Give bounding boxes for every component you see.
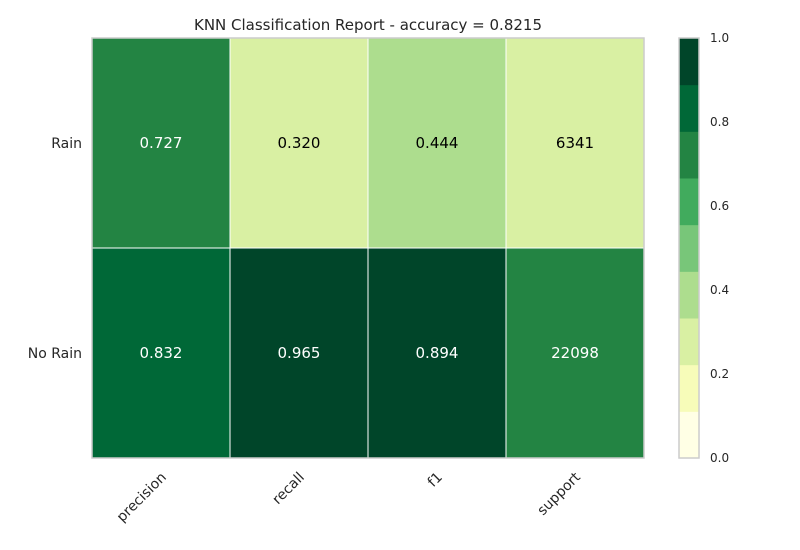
cell-value-label: 0.727	[140, 134, 183, 152]
colorbar-tick-label: 1.0	[710, 31, 729, 45]
heatmap-cell-1-2	[367, 247, 507, 459]
x-tick-label: precision	[114, 470, 170, 526]
colorbar-tick-label: 0.6	[710, 199, 729, 213]
colorbar-segment	[679, 364, 699, 412]
cell-value-label: 22098	[551, 344, 599, 362]
heatmap-cells	[91, 37, 645, 459]
y-tick-label: No Rain	[28, 346, 82, 362]
heatmap-cell-1-0	[91, 247, 231, 459]
colorbar-segment	[679, 224, 699, 272]
cell-value-label: 0.965	[278, 344, 321, 362]
colorbar-frame	[678, 37, 700, 459]
heatmap-cell-0-3	[505, 37, 645, 249]
cell-value-label: 0.320	[278, 134, 321, 152]
colorbar-tick-labels: 0.0 0.2 0.4 0.6 0.8 1.0	[710, 31, 729, 465]
heatmap-cell-labels: 0.727 0.320 0.444 6341 0.832 0.965 0.894 22098	[140, 134, 599, 362]
cell-value-label: 0.894	[416, 344, 459, 362]
heatmap-cell-0-1	[229, 37, 369, 249]
x-tick-labels: precision recall f1 support	[114, 469, 584, 525]
colorbar-segment	[679, 84, 699, 132]
colorbar-segment	[679, 411, 699, 459]
x-tick-label: recall	[270, 470, 308, 508]
chart-title: KNN Classification Report - accuracy = 0…	[194, 16, 542, 34]
cell-value-label: 6341	[556, 134, 594, 152]
colorbar	[678, 37, 700, 459]
heatmap-cell-1-1	[229, 247, 369, 459]
plot-frame	[91, 37, 645, 459]
y-tick-labels: Rain No Rain	[28, 136, 82, 362]
colorbar-segment	[679, 271, 699, 319]
colorbar-tick-label: 0.2	[710, 367, 729, 381]
x-tick-label: f1	[425, 470, 446, 491]
cell-value-label: 0.832	[140, 344, 183, 362]
colorbar-segment	[679, 38, 699, 86]
heatmap-cell-1-3	[505, 247, 645, 459]
colorbar-segment	[679, 318, 699, 366]
colorbar-tick-label: 0.0	[710, 451, 729, 465]
x-tick-label: support	[534, 469, 584, 519]
y-tick-label: Rain	[51, 136, 82, 152]
colorbar-tick-label: 0.8	[710, 115, 729, 129]
cell-value-label: 0.444	[416, 134, 459, 152]
heatmap-cell-0-0	[91, 37, 231, 249]
colorbar-tick-label: 0.4	[710, 283, 729, 297]
colorbar-segment	[679, 131, 699, 179]
colorbar-segment	[679, 178, 699, 226]
